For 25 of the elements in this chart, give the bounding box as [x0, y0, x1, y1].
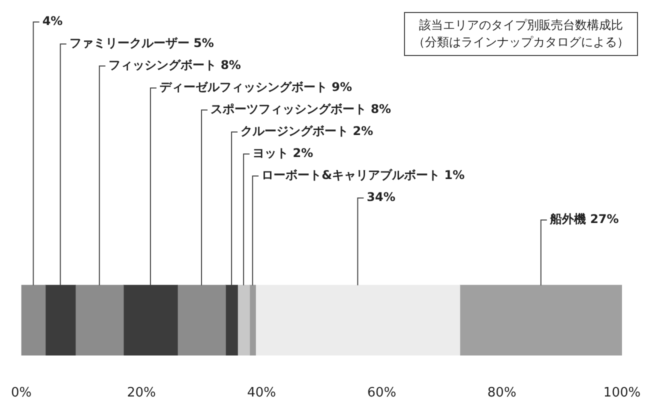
x-tick-label: 100%	[603, 386, 641, 401]
data-label: 4%	[42, 14, 63, 28]
x-tick-label: 40%	[247, 386, 276, 401]
bar	[75, 284, 124, 356]
chart-subtitle: （分類はラインナップカタログによる）	[413, 34, 629, 51]
bar	[177, 284, 226, 356]
text: ファミリークルーザー 5%	[69, 36, 214, 50]
text: ディーゼルフィッシングボート 9%	[159, 80, 352, 94]
bar	[459, 284, 622, 356]
bar	[255, 284, 460, 356]
data-label: 34%	[366, 190, 396, 204]
text: ヨット 2%	[252, 146, 314, 160]
text: スポーツフィッシングボート 8%	[210, 102, 392, 116]
bar	[237, 284, 250, 356]
bar	[21, 284, 46, 356]
text: クルージングボート 2%	[240, 124, 374, 138]
text: フィッシングボート 8%	[108, 58, 241, 72]
x-tick-label: 60%	[367, 386, 396, 401]
text: 船外機 27%	[550, 212, 619, 226]
x-tick-label: 80%	[487, 386, 516, 401]
x-tick-label: 0%	[11, 386, 32, 401]
chart-title: 該当エリアのタイプ別販売台数構成比	[418, 17, 624, 34]
bar	[249, 284, 256, 356]
x-tick-label: 20%	[126, 386, 156, 401]
text: ローボート&キャリアブルボート 1%	[262, 168, 465, 182]
